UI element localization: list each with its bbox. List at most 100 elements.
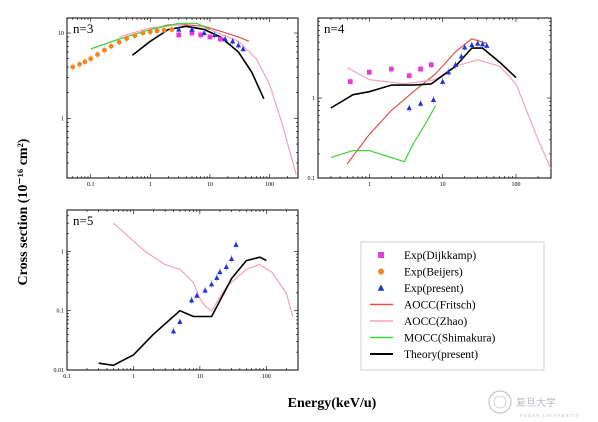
x-tick-label: 0.1 bbox=[63, 374, 71, 380]
data-point bbox=[177, 318, 183, 324]
series-mocc-shimakura bbox=[90, 22, 211, 50]
legend-swatch bbox=[378, 252, 384, 258]
logo-subtitle: FUDAN UNIVERSITY bbox=[520, 413, 580, 418]
logo-name: 复旦大学 bbox=[516, 396, 556, 409]
legend-label: Theory(present) bbox=[404, 349, 478, 361]
data-point bbox=[217, 269, 223, 275]
y-axis-title: Cross section (10⁻¹⁶ cm²) bbox=[16, 138, 31, 285]
data-point bbox=[428, 62, 434, 68]
axis-ticks bbox=[66, 209, 299, 371]
data-point bbox=[417, 100, 424, 106]
data-point bbox=[102, 47, 107, 53]
data-point bbox=[214, 274, 220, 280]
axis-ticks bbox=[66, 18, 299, 179]
series-exp-present bbox=[170, 240, 239, 336]
series-theory-present bbox=[131, 25, 265, 100]
axis-ticks bbox=[317, 17, 552, 179]
series-theory-present bbox=[98, 256, 267, 367]
data-point bbox=[484, 42, 490, 48]
seal-icon bbox=[488, 390, 512, 414]
data-point bbox=[124, 36, 130, 42]
y-tick-label: 1 bbox=[312, 96, 315, 102]
legend-item-exp-dijkkamp: Exp(Dijkkamp) bbox=[378, 250, 476, 262]
data-point bbox=[140, 30, 146, 36]
legend-item-aocc-fritsch: AOCC(Fritsch) bbox=[370, 300, 476, 312]
legend-item-exp-beijers: Exp(Beijers) bbox=[378, 267, 463, 279]
y-tick-label: 0.01 bbox=[54, 368, 65, 374]
series-exp-beijers bbox=[70, 25, 175, 71]
panel-n4: 1 10 100 0.1 1 n=4 bbox=[308, 17, 552, 188]
y-tick-label: 0.1 bbox=[57, 309, 65, 315]
x-tick-label: 10 bbox=[207, 182, 213, 188]
legend-item-mocc-shimakura: MOCC(Shimakura) bbox=[370, 333, 496, 345]
legend-label: AOCC(Fritsch) bbox=[404, 300, 476, 312]
legend-label: Exp(Beijers) bbox=[404, 267, 463, 279]
data-point bbox=[212, 32, 218, 38]
data-point bbox=[474, 40, 481, 46]
data-point bbox=[108, 43, 114, 49]
data-point bbox=[406, 73, 412, 79]
panel-n3: 0.1 1 10 100 1 10 n=3 bbox=[58, 17, 299, 188]
series-exp-present bbox=[406, 39, 490, 112]
data-point bbox=[88, 56, 94, 62]
panel-label: n=4 bbox=[324, 21, 345, 36]
legend-swatch bbox=[377, 284, 385, 291]
series-aocc-zhao bbox=[113, 222, 294, 317]
panel-label: n=5 bbox=[73, 213, 93, 228]
data-point bbox=[201, 30, 207, 36]
data-point bbox=[462, 44, 468, 50]
legend-item-aocc-zhao: AOCC(Zhao) bbox=[370, 316, 467, 328]
panel-label: n=3 bbox=[73, 21, 93, 36]
plot-area bbox=[330, 38, 551, 170]
data-point bbox=[176, 32, 182, 38]
legend-item-theory-present: Theory(present) bbox=[370, 349, 478, 361]
data-point bbox=[458, 53, 465, 59]
data-point bbox=[347, 79, 353, 85]
data-point bbox=[479, 41, 486, 47]
y-tick-label: 10 bbox=[58, 31, 64, 37]
data-point bbox=[147, 29, 153, 35]
series-aocc-zhao bbox=[346, 59, 551, 170]
data-point bbox=[430, 96, 437, 102]
legend-label: MOCC(Shimakura) bbox=[404, 333, 496, 345]
plot-frame bbox=[317, 17, 552, 179]
y-tick-label: 1 bbox=[61, 116, 64, 122]
data-point bbox=[233, 241, 239, 247]
plot-area bbox=[98, 222, 294, 367]
y-tick-label: 0.1 bbox=[308, 176, 316, 182]
data-point bbox=[228, 255, 235, 262]
data-point bbox=[418, 66, 423, 72]
data-point bbox=[452, 61, 459, 67]
x-tick-label: 10 bbox=[197, 374, 203, 380]
data-point bbox=[70, 64, 76, 70]
data-point bbox=[229, 38, 236, 44]
university-logo: 复旦大学 FUDAN UNIVERSITY bbox=[488, 390, 580, 418]
data-point bbox=[222, 36, 228, 42]
data-point bbox=[207, 34, 213, 40]
data-point bbox=[77, 61, 82, 67]
data-point bbox=[189, 26, 195, 32]
series-exp-dijkkamp bbox=[347, 60, 434, 86]
legend: Exp(Dijkkamp) Exp(Beijers) Exp(present) AOC… bbox=[360, 241, 545, 371]
x-tick-label: 100 bbox=[511, 182, 520, 188]
data-point bbox=[240, 46, 246, 52]
plot-area bbox=[70, 22, 297, 175]
data-point bbox=[202, 287, 208, 293]
data-point bbox=[188, 297, 195, 303]
x-tick-label: 1 bbox=[149, 182, 152, 188]
data-point bbox=[198, 32, 204, 38]
x-tick-label: 100 bbox=[265, 182, 274, 188]
y-tick-label: 1 bbox=[61, 249, 64, 255]
x-tick-label: 0.1 bbox=[87, 182, 95, 188]
data-point bbox=[132, 33, 138, 39]
data-point bbox=[161, 27, 167, 33]
plot-frame bbox=[66, 209, 299, 371]
legend-frame bbox=[360, 241, 545, 371]
series-mocc-shimakura bbox=[330, 105, 437, 163]
legend-swatch bbox=[378, 268, 384, 275]
data-point bbox=[169, 27, 175, 32]
legend-label: Exp(Dijkkamp) bbox=[404, 250, 476, 262]
series-exp-present bbox=[176, 25, 246, 53]
data-point bbox=[116, 39, 122, 45]
